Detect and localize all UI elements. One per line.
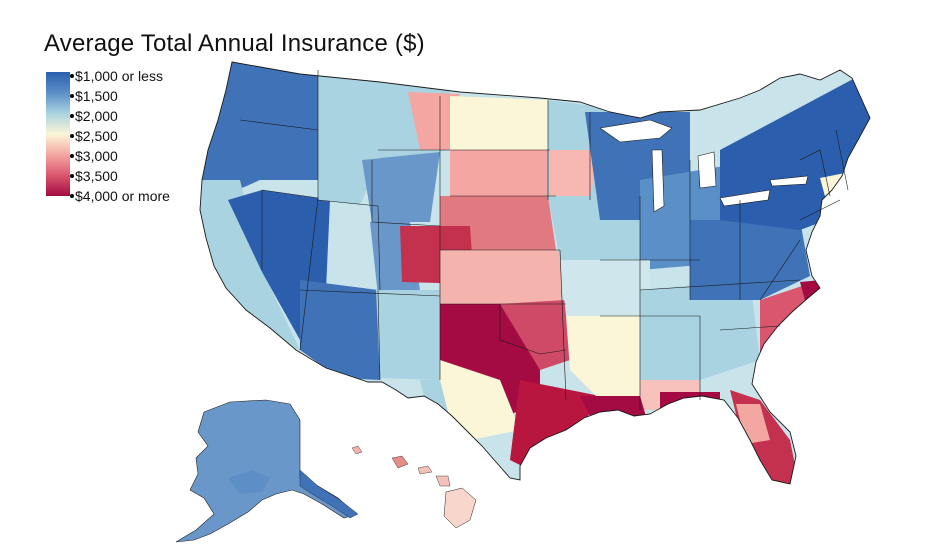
us-outline — [199, 61, 871, 485]
lake-michigan — [651, 149, 665, 213]
state-borders — [239, 70, 849, 410]
lake-huron — [697, 151, 717, 189]
hawaii-molokai — [417, 465, 433, 475]
region-north-dakota — [450, 96, 550, 150]
region-desert-southwest — [300, 280, 380, 380]
legend-label-4: $2,500 — [70, 129, 118, 143]
hawaii-kauai — [351, 445, 363, 455]
hawaii-big-island — [443, 487, 477, 529]
hawaii-maui — [435, 475, 451, 487]
region-northern-plains — [450, 150, 548, 196]
alaska-shape — [175, 399, 357, 543]
alaska-region — [175, 399, 359, 543]
region-west-texas — [440, 360, 520, 440]
legend-color-bar — [46, 72, 70, 196]
hawaii-region — [351, 445, 477, 529]
lake-ontario — [769, 175, 809, 187]
region-pacific-northwest — [200, 62, 330, 200]
region-montana-east — [408, 92, 460, 150]
lake-superior — [599, 119, 673, 143]
legend-label-5: $3,000 — [70, 149, 118, 163]
legend-label-7: $4,000 or more — [70, 189, 170, 203]
region-minnesota-south — [550, 150, 600, 196]
alaska-panhandle — [299, 469, 359, 519]
legend-label-6: $3,500 — [70, 169, 118, 183]
region-oklahoma-east — [500, 300, 570, 370]
hawaii-oahu — [391, 455, 409, 469]
region-missouri — [560, 260, 650, 320]
lake-erie — [719, 189, 771, 207]
legend-label-2: $1,500 — [70, 89, 118, 103]
legend-label-1: $1,000 or less — [70, 69, 163, 83]
region-gulf-coast-tx — [510, 380, 600, 470]
region-wyoming — [362, 152, 440, 222]
region-california-coast — [200, 180, 300, 350]
legend-label-3: $2,000 — [70, 109, 118, 123]
region-kansas — [440, 250, 562, 304]
alaska-peninsula-patch — [228, 470, 270, 494]
region-appalachia — [690, 220, 810, 300]
region-mississippi-valley — [566, 316, 640, 400]
region-florida-panhandle — [660, 392, 720, 410]
map-title: Average Total Annual Insurance ($) — [44, 30, 425, 57]
region-new-mexico — [376, 290, 440, 380]
